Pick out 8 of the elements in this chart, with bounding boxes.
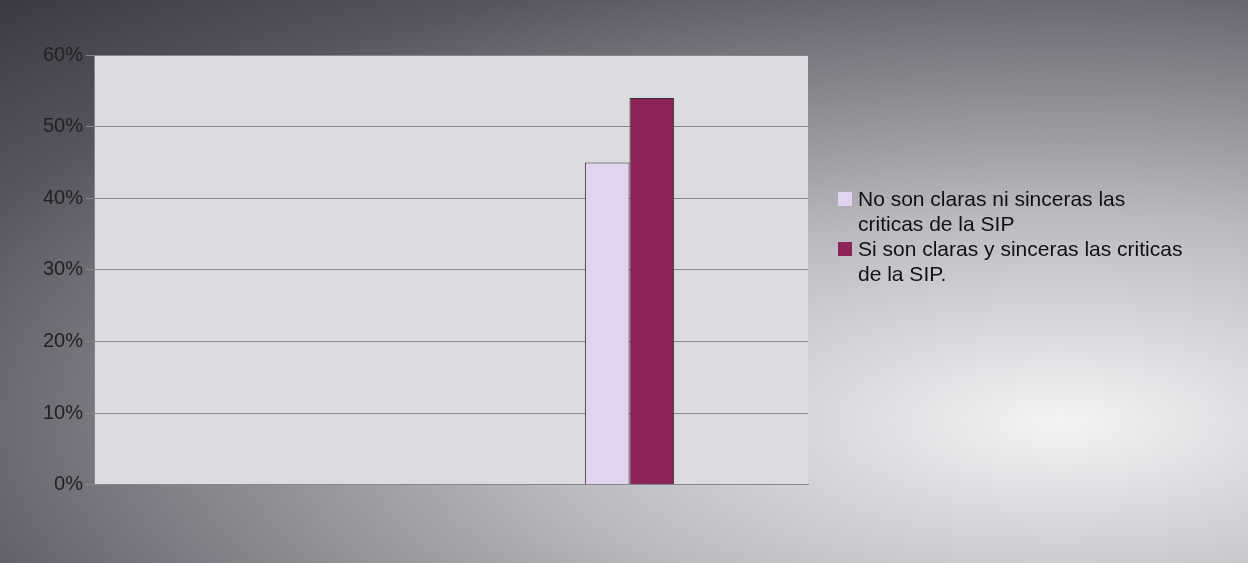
y-tick-label: 50% <box>43 114 84 137</box>
y-tick-label: 40% <box>43 185 84 208</box>
y-tick-label: 0% <box>54 472 84 495</box>
y-tick-label: 30% <box>43 257 84 280</box>
legend-label: No son claras ni sinceras las criticas de la SIP <box>858 186 1127 236</box>
legend-label: Si son claras y sinceras las criticas de la SIP. <box>858 236 1183 286</box>
y-tick-label: 20% <box>43 328 84 351</box>
y-tick-label: 10% <box>43 400 84 423</box>
